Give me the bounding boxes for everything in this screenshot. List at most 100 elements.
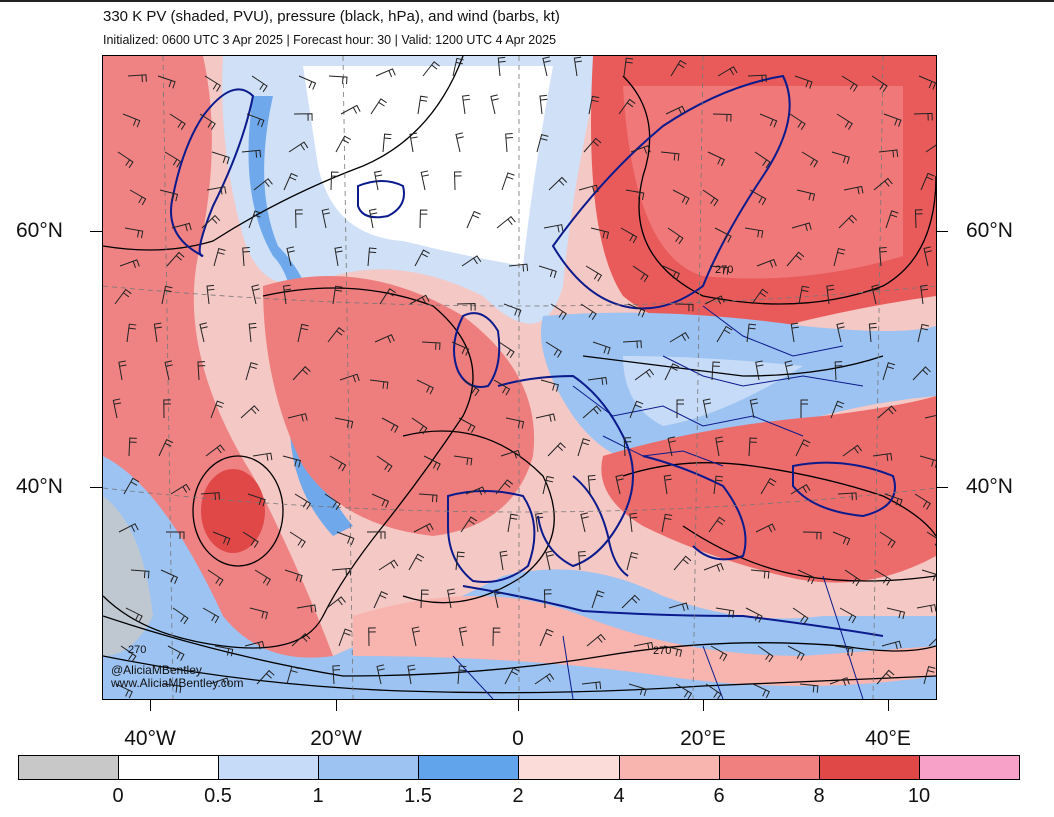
wind-barb — [582, 405, 602, 419]
wind-barb — [159, 189, 179, 202]
wind-barb — [917, 323, 929, 343]
credit-handle: @AliciaMBentley — [111, 663, 202, 677]
wind-barb — [197, 361, 206, 381]
wind-barb — [703, 562, 724, 572]
wind-barb — [295, 209, 303, 229]
wind-barb — [124, 227, 144, 239]
colorbar-swatch — [719, 756, 820, 779]
wind-barb — [246, 113, 265, 128]
wind-barb — [534, 673, 555, 685]
wind-barb — [293, 113, 313, 121]
wind-barb — [627, 303, 646, 318]
colorbar-label: 10 — [907, 785, 931, 807]
lat-tick — [936, 231, 948, 232]
wind-barb — [508, 263, 529, 272]
wind-barb — [283, 172, 298, 191]
lon-label: 20°W — [310, 727, 362, 750]
wind-barb — [378, 559, 399, 571]
wind-barb — [615, 474, 624, 495]
wind-barb — [796, 189, 816, 202]
contour-label: 270 — [128, 644, 146, 656]
wind-barb — [539, 628, 554, 647]
wind-barb — [340, 104, 361, 115]
wind-barb — [332, 665, 341, 685]
wind-barb — [916, 604, 936, 613]
wind-barb — [244, 640, 265, 650]
wind-barb — [248, 210, 262, 229]
border-line — [702, 305, 844, 357]
wind-barb — [496, 215, 516, 229]
north-africa-coast — [462, 585, 884, 637]
wind-barb — [543, 224, 564, 233]
wind-barb — [330, 171, 339, 191]
wind-barb — [207, 569, 224, 587]
colorbar-label: 1.5 — [404, 785, 432, 807]
wind-barb — [625, 189, 645, 201]
wind-barb — [676, 399, 685, 419]
wind-barb — [620, 227, 638, 244]
wind-barb — [577, 438, 591, 457]
wind-barb — [210, 400, 225, 419]
wind-barb — [164, 360, 173, 381]
wind-barb — [296, 604, 317, 613]
wind-barb — [334, 417, 354, 429]
meridian-40e — [872, 56, 884, 699]
wind-barb — [843, 185, 864, 195]
wind-barb — [794, 75, 813, 89]
colorbar-label: 8 — [813, 785, 825, 807]
wind-barb — [872, 452, 893, 462]
wind-barb — [716, 325, 733, 343]
wind-barb — [287, 413, 308, 422]
wind-barb — [550, 303, 567, 320]
lon-label: 40°E — [865, 727, 911, 750]
wind-barb — [366, 531, 386, 539]
contour-label: 270 — [653, 645, 671, 657]
wind-barb — [711, 361, 721, 381]
wind-barb — [158, 439, 174, 457]
wind-barb — [715, 436, 724, 457]
contour-line — [103, 655, 936, 694]
wind-barb — [920, 284, 929, 305]
wind-barb — [842, 444, 863, 457]
wind-barb — [919, 455, 936, 468]
colorbar-swatch — [619, 756, 720, 779]
wind-barb — [282, 455, 302, 468]
wind-barb — [112, 398, 122, 419]
credit-site: www.AliciaMBentley.com — [111, 676, 244, 690]
border-line — [452, 655, 494, 699]
wind-barb — [831, 151, 850, 165]
wind-barb — [240, 405, 260, 419]
wind-barb — [881, 640, 902, 650]
wind-barb — [332, 285, 343, 305]
wind-barb — [871, 284, 880, 305]
wind-barb — [117, 151, 134, 169]
wind-barb — [381, 417, 399, 433]
wind-barb — [460, 516, 478, 533]
wind-barb — [452, 57, 464, 77]
wind-barb — [328, 75, 348, 85]
wind-barb — [623, 437, 632, 457]
wind-barb — [590, 227, 610, 240]
wind-barb — [200, 492, 220, 500]
wind-barb — [580, 512, 589, 533]
wind-barb — [707, 151, 725, 167]
wind-barb — [458, 626, 468, 647]
parallel-60n — [103, 285, 936, 307]
lat-label-left: 60°N — [16, 219, 63, 242]
map-title: 330 K PV (shaded, PVU), pressure (black,… — [103, 8, 560, 25]
wind-barb — [118, 523, 139, 533]
wind-barb — [790, 322, 799, 343]
wind-barb — [373, 170, 383, 191]
wind-barb — [573, 56, 582, 77]
wind-barb — [419, 209, 428, 229]
wind-barb — [128, 437, 137, 457]
wind-barb — [663, 474, 672, 495]
wind-barb — [630, 145, 651, 154]
wind-barb — [878, 149, 899, 158]
colorbar-swatch — [219, 756, 320, 779]
wind-barb — [465, 486, 486, 496]
wind-barbs — [112, 56, 936, 699]
wind-barb — [466, 210, 481, 229]
wind-barb — [588, 95, 600, 115]
british-isles-coast — [453, 312, 501, 388]
